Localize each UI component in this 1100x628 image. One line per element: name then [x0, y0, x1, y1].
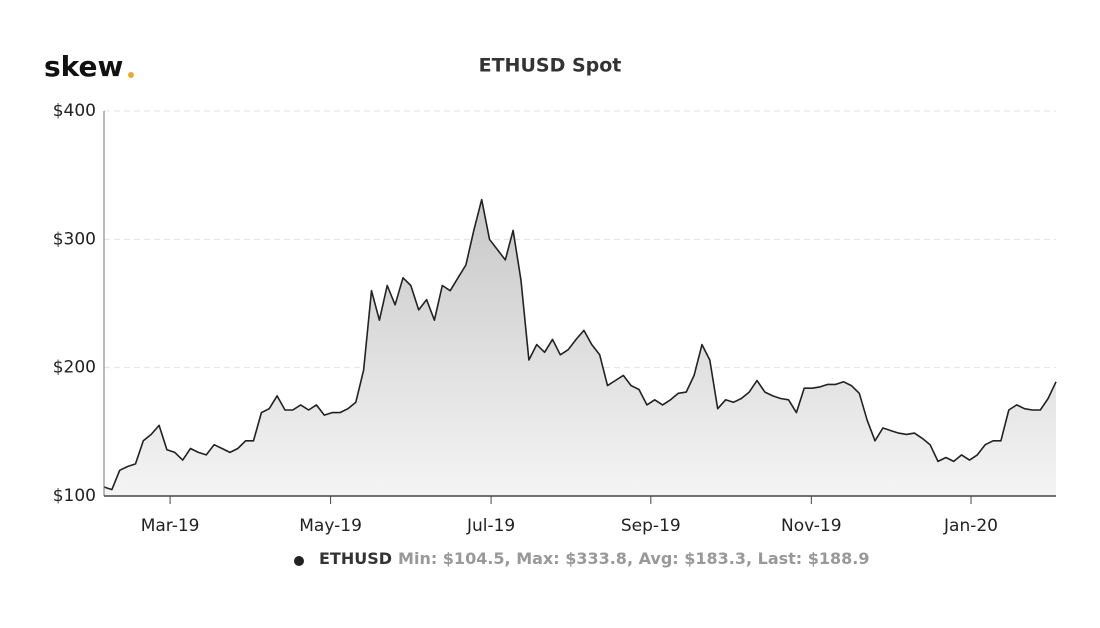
- x-tick-label: Sep-19: [621, 516, 681, 536]
- y-tick-label: $400: [53, 101, 96, 121]
- x-tick-label: Nov-19: [781, 516, 842, 536]
- legend-stats: Min: $104.5, Max: $333.8, Avg: $183.3, L…: [398, 549, 869, 568]
- line: [103, 198, 1057, 491]
- x-tick-label: May-19: [299, 516, 362, 536]
- legend-name: ETHUSD: [319, 549, 392, 568]
- x-tick-label: Jan-20: [943, 516, 998, 536]
- legend-label: ETHUSD Min: $104.5, Max: $333.8, Avg: $18…: [319, 549, 870, 568]
- y-tick-label: $100: [53, 486, 96, 506]
- chart-title: ETHUSD Spot: [479, 55, 622, 77]
- y-tick-label: $300: [53, 229, 96, 249]
- logo: skew: [44, 50, 123, 83]
- y-tick-label: $200: [53, 358, 96, 378]
- legend: ETHUSD Min: $104.5, Max: $333.8, Avg: $18…: [294, 549, 870, 568]
- area: [104, 199, 1056, 496]
- logo-dot: [128, 72, 134, 78]
- x-tick-label: Jul-19: [466, 516, 515, 536]
- legend-marker: [294, 556, 304, 566]
- x-tick-label: Mar-19: [141, 516, 200, 536]
